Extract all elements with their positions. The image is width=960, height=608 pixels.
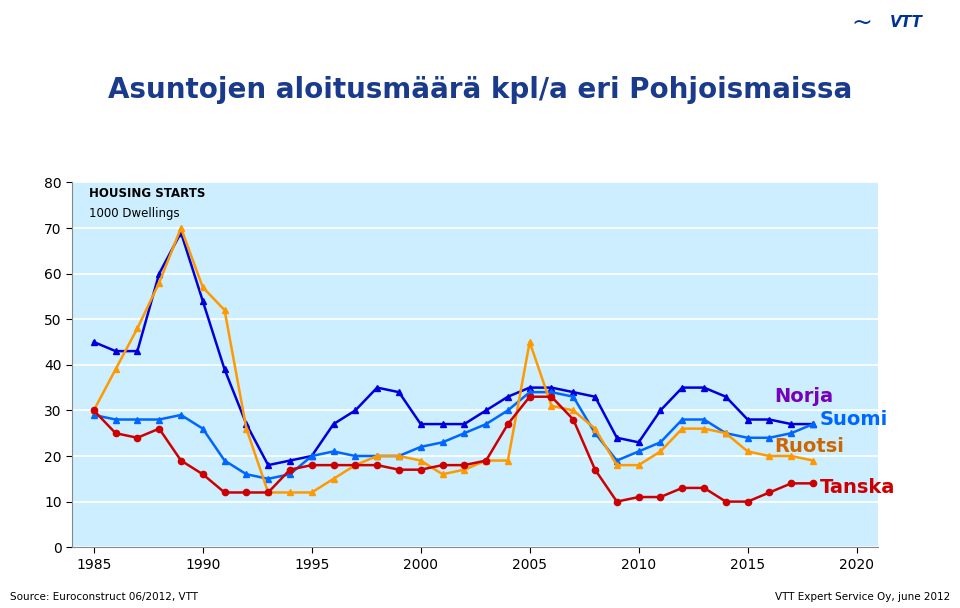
Text: VTT: VTT	[890, 15, 923, 30]
Text: VTT TECHNICAL RESEARCH CENTRE OF FINLAND: VTT TECHNICAL RESEARCH CENTRE OF FINLAND	[14, 18, 297, 28]
Text: Tanska: Tanska	[820, 478, 895, 497]
Text: Source: Euroconstruct 06/2012, VTT: Source: Euroconstruct 06/2012, VTT	[10, 592, 198, 602]
Text: Asuntojen aloitusmäärä kpl/a eri Pohjoismaissa: Asuntojen aloitusmäärä kpl/a eri Pohjois…	[108, 76, 852, 104]
Text: Pekka Pajakkala  22.11.2012    12: Pekka Pajakkala 22.11.2012 12	[576, 18, 752, 28]
Text: HOUSING STARTS: HOUSING STARTS	[89, 187, 205, 200]
Text: 1000 Dwellings: 1000 Dwellings	[89, 207, 180, 221]
Text: Norja: Norja	[774, 387, 833, 406]
Text: VTT Expert Service Oy, june 2012: VTT Expert Service Oy, june 2012	[775, 592, 950, 602]
Text: Ruotsi: Ruotsi	[774, 437, 844, 457]
Text: ~: ~	[852, 11, 872, 35]
Text: Suomi: Suomi	[820, 410, 888, 429]
